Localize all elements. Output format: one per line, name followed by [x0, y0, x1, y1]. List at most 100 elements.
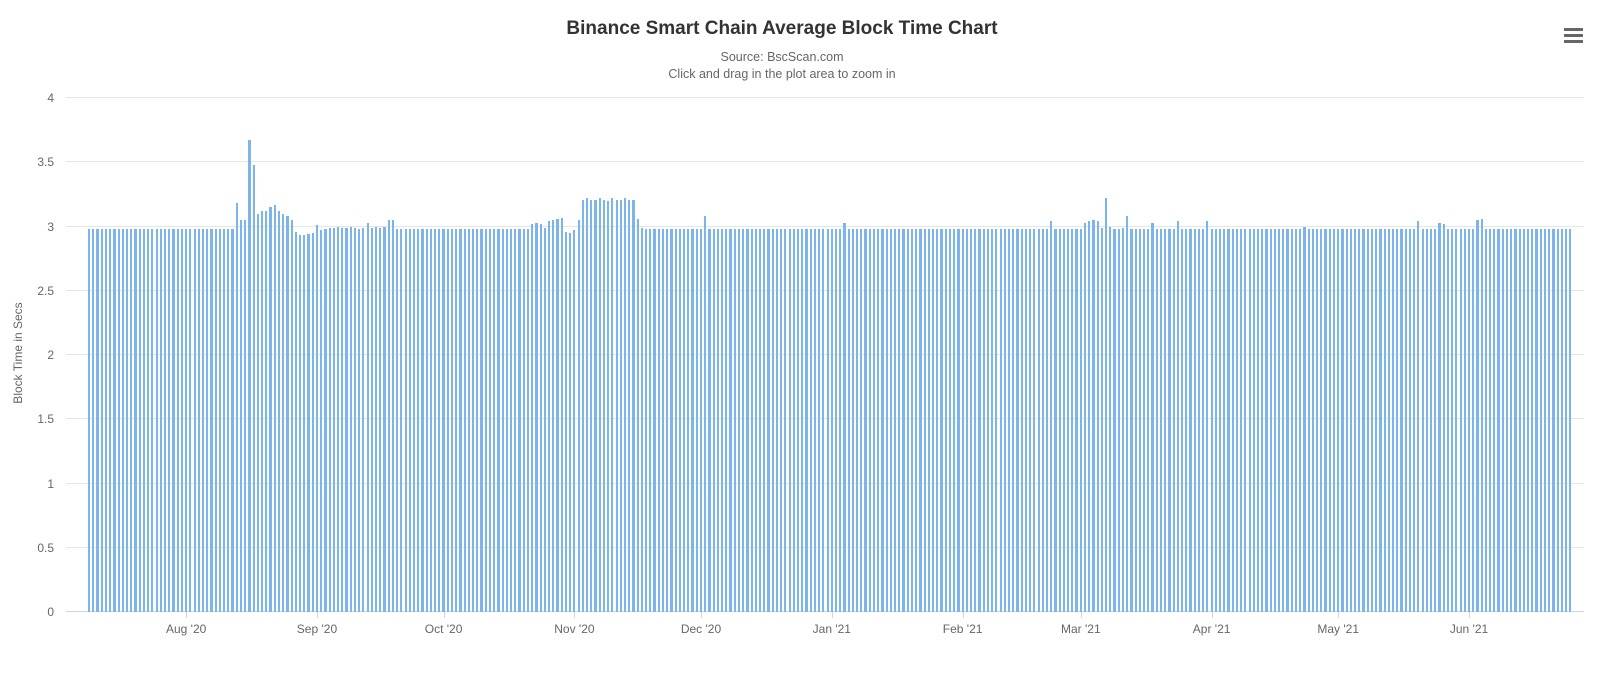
bar[interactable] [138, 229, 141, 612]
bar[interactable] [1155, 229, 1158, 612]
bar[interactable] [1404, 229, 1407, 612]
bar[interactable] [450, 229, 454, 612]
bar[interactable] [986, 229, 990, 612]
bar[interactable] [927, 229, 930, 612]
bar[interactable] [830, 229, 833, 612]
bar[interactable] [851, 229, 854, 612]
bar[interactable] [1105, 198, 1108, 612]
bar[interactable] [273, 204, 276, 612]
bar[interactable] [552, 220, 555, 612]
bar[interactable] [345, 227, 348, 612]
bar[interactable] [999, 229, 1002, 612]
bar[interactable] [1151, 222, 1154, 612]
bar[interactable] [611, 198, 614, 612]
bar[interactable] [585, 198, 589, 612]
bar[interactable] [303, 235, 306, 612]
bar[interactable] [881, 229, 884, 612]
bar[interactable] [1459, 229, 1462, 612]
bar[interactable] [1202, 229, 1205, 612]
bar[interactable] [872, 229, 876, 612]
bar[interactable] [670, 229, 673, 612]
bar[interactable] [1455, 229, 1458, 612]
plot-area[interactable] [66, 98, 1584, 612]
bar[interactable] [1311, 229, 1314, 612]
bar[interactable] [349, 226, 352, 612]
bar[interactable] [176, 229, 179, 612]
bar[interactable] [995, 229, 998, 612]
bar[interactable] [632, 199, 635, 612]
bar[interactable] [1121, 227, 1125, 612]
bar[interactable] [1003, 229, 1006, 612]
bar[interactable] [1489, 229, 1492, 612]
bar[interactable] [1387, 229, 1390, 612]
bar[interactable] [1075, 229, 1078, 612]
bar[interactable] [1185, 229, 1188, 612]
bar[interactable] [518, 229, 521, 612]
bar[interactable] [581, 199, 584, 612]
bar[interactable] [1531, 229, 1534, 612]
bar[interactable] [1565, 229, 1568, 612]
bar[interactable] [1569, 229, 1572, 612]
bar[interactable] [214, 229, 217, 612]
bar[interactable] [860, 229, 863, 612]
bar[interactable] [121, 229, 124, 612]
bar[interactable] [159, 229, 162, 612]
bar[interactable] [421, 229, 424, 612]
bar[interactable] [1071, 229, 1074, 612]
bar[interactable] [1510, 229, 1513, 612]
bar[interactable] [763, 229, 766, 612]
bar[interactable] [1303, 226, 1306, 612]
bar[interactable] [1176, 221, 1179, 612]
bar[interactable] [708, 229, 711, 612]
bar[interactable] [742, 229, 745, 612]
bar[interactable] [1282, 229, 1285, 612]
bar[interactable] [417, 229, 420, 612]
bar[interactable] [1244, 229, 1247, 612]
bar[interactable] [142, 229, 146, 612]
bar[interactable] [615, 199, 618, 612]
bar[interactable] [96, 229, 99, 612]
bar[interactable] [505, 229, 508, 612]
bar[interactable] [1349, 229, 1352, 612]
bar[interactable] [1345, 229, 1348, 612]
bar[interactable] [657, 229, 660, 612]
bar[interactable] [223, 229, 226, 612]
bar[interactable] [691, 229, 694, 612]
bar[interactable] [92, 229, 95, 612]
bar[interactable] [88, 229, 91, 612]
bar[interactable] [412, 229, 416, 612]
bar[interactable] [889, 229, 892, 612]
bar[interactable] [1400, 229, 1403, 612]
bar[interactable] [155, 229, 158, 612]
bar[interactable] [227, 229, 230, 612]
bar[interactable] [366, 222, 369, 612]
bar[interactable] [666, 229, 669, 612]
bar[interactable] [1126, 216, 1129, 612]
bar[interactable] [1020, 229, 1023, 612]
bar[interactable] [1147, 229, 1150, 612]
bar[interactable] [1012, 229, 1015, 612]
bar[interactable] [434, 229, 437, 612]
bar[interactable] [678, 229, 681, 612]
bar[interactable] [336, 226, 340, 612]
bar[interactable] [1358, 229, 1361, 612]
bar[interactable] [737, 229, 741, 612]
bar[interactable] [1109, 226, 1112, 612]
bar[interactable] [1029, 229, 1032, 612]
bar[interactable] [628, 199, 631, 612]
bar[interactable] [1451, 229, 1454, 612]
bar[interactable] [510, 229, 513, 612]
bar[interactable] [299, 235, 302, 612]
bar[interactable] [661, 229, 665, 612]
bar[interactable] [969, 229, 973, 612]
bar[interactable] [594, 199, 597, 612]
bar[interactable] [1256, 229, 1260, 612]
bar[interactable] [813, 229, 817, 612]
bar[interactable] [472, 229, 475, 612]
bar[interactable] [822, 229, 825, 612]
bar[interactable] [100, 229, 103, 612]
bar[interactable] [1379, 229, 1382, 612]
bar[interactable] [1560, 229, 1563, 612]
bar[interactable] [446, 229, 449, 612]
bar[interactable] [636, 218, 639, 612]
